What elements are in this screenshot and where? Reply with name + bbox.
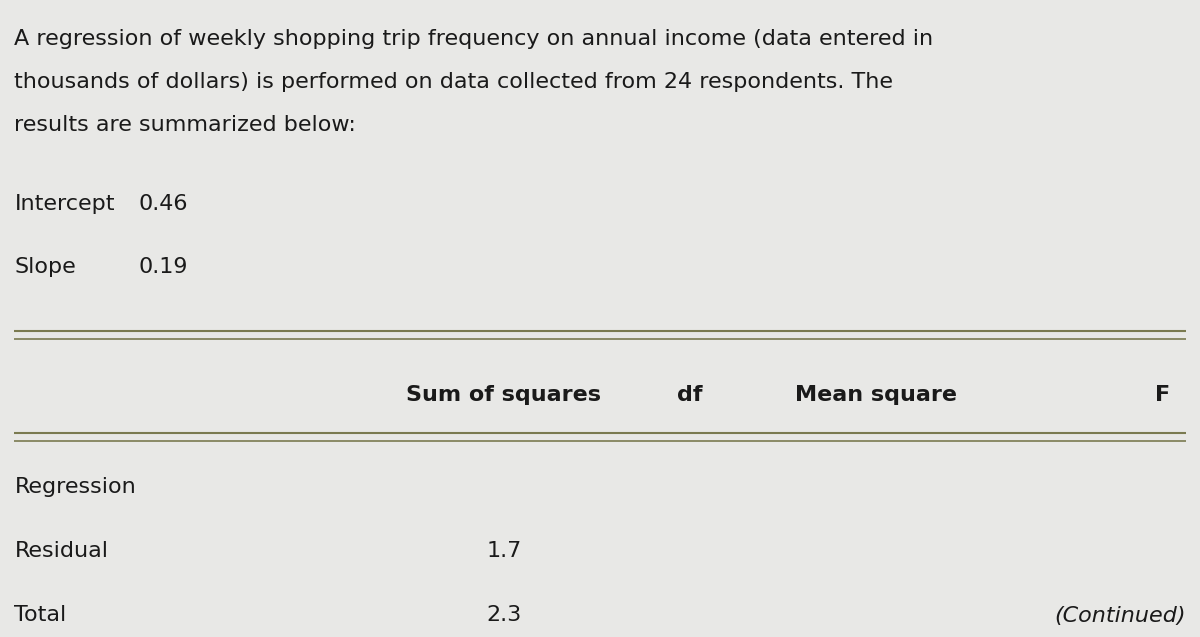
Text: Intercept: Intercept: [14, 194, 115, 213]
Text: F: F: [1154, 385, 1170, 404]
Text: Total: Total: [14, 605, 67, 624]
Text: Mean square: Mean square: [796, 385, 958, 404]
Text: Regression: Regression: [14, 477, 136, 497]
Text: (Continued): (Continued): [1054, 606, 1186, 626]
Text: 1.7: 1.7: [486, 541, 522, 561]
Text: 0.19: 0.19: [138, 257, 187, 277]
Text: Sum of squares: Sum of squares: [407, 385, 601, 404]
Text: thousands of dollars) is performed on data collected from 24 respondents. The: thousands of dollars) is performed on da…: [14, 72, 893, 92]
Text: A regression of weekly shopping trip frequency on annual income (data entered in: A regression of weekly shopping trip fre…: [14, 29, 934, 48]
Text: 0.46: 0.46: [138, 194, 187, 213]
Text: results are summarized below:: results are summarized below:: [14, 115, 356, 135]
Text: 2.3: 2.3: [486, 605, 522, 624]
Text: Slope: Slope: [14, 257, 76, 277]
Text: df: df: [677, 385, 703, 404]
Text: Residual: Residual: [14, 541, 108, 561]
